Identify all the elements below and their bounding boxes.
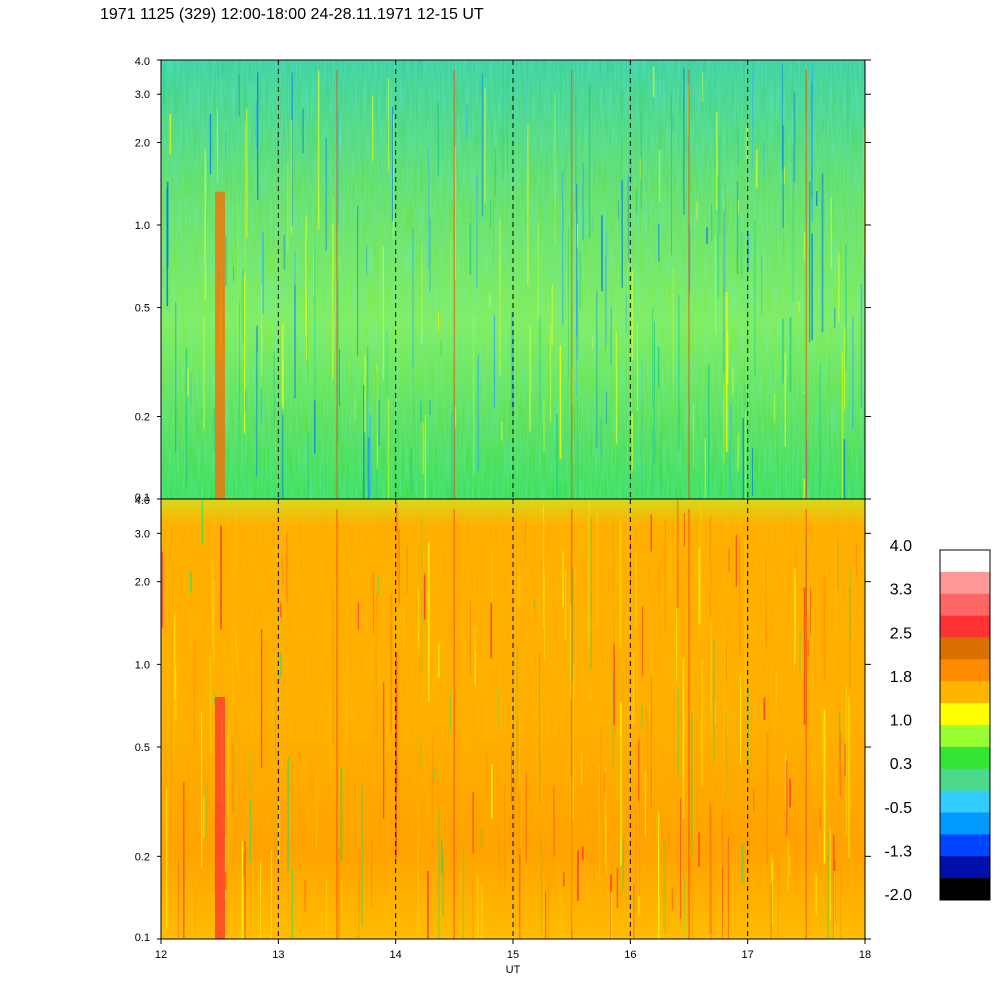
colorbar-label: 0.3: [890, 756, 912, 773]
colorbar-swatch: [940, 768, 990, 792]
lower-panel-streaks: [161, 499, 857, 939]
y-tick-label: 2.0: [135, 138, 150, 150]
lower-hour-lines: [277, 499, 749, 939]
intensity-column: [215, 191, 225, 499]
colorbar-swatch: [940, 725, 990, 748]
colorbar-label: 2.5: [890, 625, 912, 642]
colorbar-label: 4.0: [890, 538, 912, 555]
colorbar-label: 1.0: [890, 713, 912, 730]
y-tick-label: 0.2: [135, 851, 150, 863]
x-tick-label: 17: [742, 949, 754, 961]
y-tick-label: 3.0: [135, 89, 150, 101]
colorbar-swatch: [940, 593, 990, 617]
y-tick-label: 0.2: [135, 412, 150, 424]
y-tick-label: 4.0: [135, 495, 150, 507]
y-tick-label: 0.5: [135, 742, 150, 754]
colorbar-swatch: [940, 550, 990, 573]
colorbar-frame: [939, 549, 991, 901]
colorbar-swatch: [940, 703, 990, 726]
colorbar-label: -1.3: [884, 843, 912, 860]
colorbar-swatches: [940, 550, 990, 901]
y-tick-label: 0.1: [135, 492, 150, 504]
x-axis: 12 13 14 15 16 17 18: [155, 939, 871, 961]
colorbar-swatch: [940, 878, 990, 901]
colorbar-swatch: [940, 834, 990, 857]
colorbar-swatch: [940, 571, 990, 595]
y-tick-label: 4.0: [135, 56, 150, 68]
x-axis-label: UT: [506, 964, 521, 976]
colorbar-swatch: [940, 812, 990, 835]
upper-panel-streaks: [162, 60, 866, 499]
colorbar-label: 3.3: [890, 582, 912, 599]
lower-y-axis: 0.1 0.2 0.5 1.0 2.0 3.0 4.0: [135, 495, 871, 944]
x-tick-label: 16: [624, 949, 636, 961]
x-tick-label: 18: [859, 949, 871, 961]
colorbar-swatch: [940, 615, 990, 639]
y-tick-label: 1.0: [135, 220, 150, 232]
y-tick-label: 3.0: [135, 528, 150, 540]
colorbar-swatch: [940, 681, 990, 704]
colorbar-swatch: [940, 790, 990, 814]
x-tick-label: 15: [507, 949, 519, 961]
colorbar-swatch: [940, 637, 990, 660]
upper-spectrogram-panel: 0.1 0.2 0.5 1.0 2.0 3.0 4.0: [135, 56, 871, 504]
colorbar-swatch: [940, 659, 990, 682]
figure-title: 1971 1125 (329) 12:00-18:00 24-28.11.197…: [100, 6, 484, 23]
colorbar-swatch: [940, 746, 990, 770]
colorbar-label: 1.8: [890, 669, 912, 686]
colorbar-labels: 4.0 3.3 2.5 1.8 1.0 0.3 -0.5 -1.3 -2.0: [884, 538, 912, 904]
colorbar-swatch: [940, 856, 990, 879]
colorbar-label: -2.0: [884, 887, 912, 904]
y-tick-label: 2.0: [135, 577, 150, 589]
x-tick-label: 13: [272, 949, 284, 961]
x-tick-label: 14: [390, 949, 402, 961]
colorbar: 4.0 3.3 2.5 1.8 1.0 0.3 -0.5 -1.3 -2.0: [884, 538, 991, 904]
y-tick-label: 0.1: [135, 932, 150, 944]
y-tick-label: 1.0: [135, 659, 150, 671]
upper-hour-lines: [277, 60, 749, 499]
intensity-column: [215, 697, 225, 939]
x-tick-label: 12: [155, 949, 167, 961]
y-tick-label: 0.5: [135, 303, 150, 315]
colorbar-label: -0.5: [884, 800, 912, 817]
lower-spectrogram-panel: 0.1 0.2 0.5 1.0 2.0 3.0 4.0 12 13 14 15 16 17 18 UT: [135, 495, 871, 976]
upper-y-axis: 0.1 0.2 0.5 1.0 2.0 3.0 4.0: [135, 56, 871, 504]
